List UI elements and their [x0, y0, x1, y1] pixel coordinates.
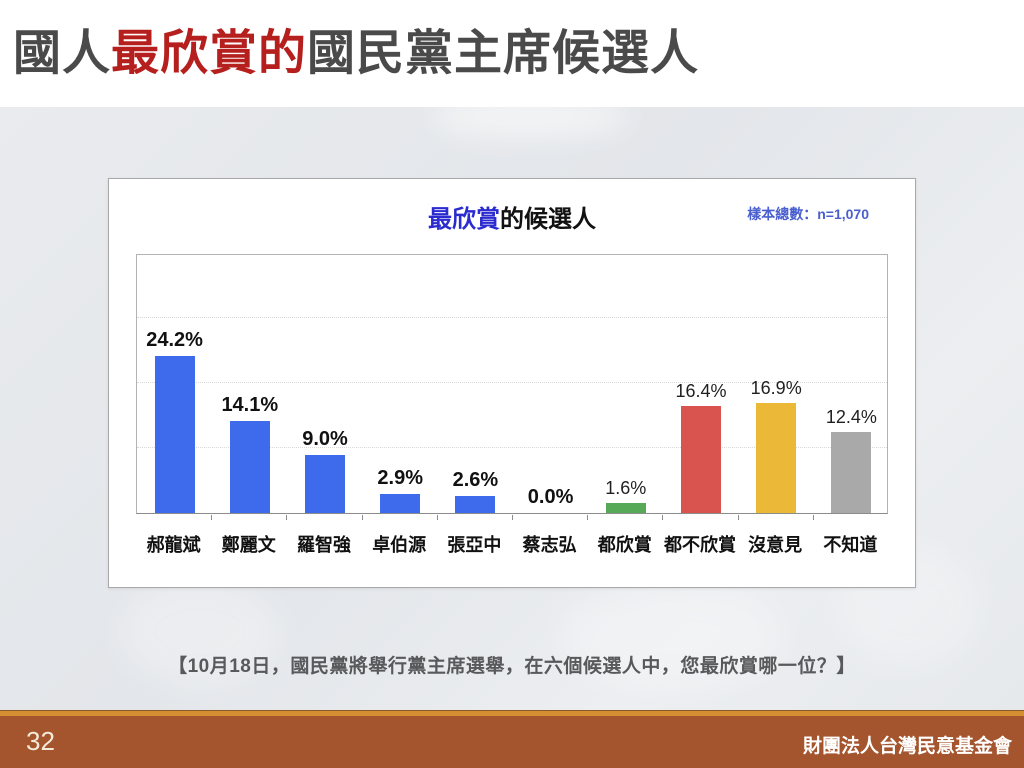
x-axis-tick	[286, 515, 288, 520]
category-label-鄭麗文: 鄭麗文	[221, 535, 276, 555]
slide-footer: 32 財團法人台灣民意基金會	[0, 710, 1024, 768]
bar-不知道	[831, 432, 872, 513]
x-axis-tick	[662, 515, 664, 520]
category-label-張亞中: 張亞中	[447, 535, 502, 555]
category-label-沒意見: 沒意見	[748, 535, 803, 555]
category-label-卓伯源: 卓伯源	[372, 535, 427, 555]
value-label-羅智強: 9.0%	[302, 427, 348, 450]
page-number: 32	[26, 726, 55, 756]
value-label-鄭麗文: 14.1%	[221, 394, 279, 417]
slide-body: 最欣賞的候選人 樣本總數：n=1,070 24.2% 14.1% 9.0% 2.9% 2…	[0, 107, 1024, 710]
chart-title-rest: 的候選人	[500, 206, 596, 233]
value-label-張亞中: 2.6%	[452, 469, 499, 492]
bar-羅智強	[305, 454, 345, 513]
x-axis-tick	[361, 515, 363, 520]
category-label-不知道: 不知道	[823, 535, 878, 555]
category-label-蔡志弘: 蔡志弘	[522, 535, 577, 555]
value-label-都欣賞: 1.6%	[605, 477, 647, 498]
bar-張亞中	[455, 496, 496, 513]
x-axis-category-labels: 郝龍斌 鄭麗文 羅智強 卓伯源 張亞中 蔡志弘 都欣賞 都不欣賞 沒意見 不知道	[136, 531, 888, 555]
category-label-郝龍斌: 郝龍斌	[146, 535, 201, 555]
category-label-羅智強: 羅智強	[297, 535, 351, 555]
x-axis-tick	[587, 515, 589, 520]
page-title-suffix: 國民黨主席候選人	[307, 26, 700, 80]
chart-title-highlight: 最欣賞	[428, 206, 500, 233]
category-label-都欣賞: 都欣賞	[597, 535, 652, 555]
organization-name: 財團法人台灣民意基金會	[802, 736, 1012, 757]
sample-size-note: 樣本總數：n=1,070	[747, 206, 869, 222]
value-label-卓伯源: 2.9%	[377, 467, 423, 490]
value-label-蔡志弘: 0.0%	[527, 486, 574, 508]
bar-都不欣賞	[681, 406, 721, 513]
background-watermark	[120, 577, 280, 687]
page-title-highlight: 最欣賞的	[111, 26, 308, 80]
gridline-30-percent	[137, 317, 887, 318]
x-axis-tick	[812, 515, 814, 520]
bar-chart-plot-area: 24.2% 14.1% 9.0% 2.9% 2.6% 0.0% 1.6% 16.4% 16.9%…	[136, 254, 888, 514]
bar-沒意見	[756, 403, 797, 513]
value-label-都不欣賞: 16.4%	[675, 381, 727, 402]
slide-header: 國人最欣賞的國民黨主席候選人	[0, 0, 1024, 107]
bar-鄭麗文	[229, 421, 270, 513]
x-axis-tick	[211, 515, 213, 520]
value-label-不知道: 12.4%	[825, 407, 877, 428]
bar-都欣賞	[605, 502, 646, 513]
footer-accent-strip	[0, 710, 1024, 716]
x-axis-tick	[737, 515, 739, 520]
x-axis-tick	[436, 515, 438, 520]
value-label-沒意見: 16.9%	[750, 378, 802, 399]
background-watermark	[430, 107, 630, 137]
value-label-郝龍斌: 24.2%	[146, 328, 203, 351]
bar-郝龍斌	[154, 355, 195, 513]
chart-title: 最欣賞的候選人	[109, 199, 915, 234]
page-title-prefix: 國人	[13, 26, 112, 80]
gridline-10-percent	[137, 447, 887, 448]
survey-question-caption: 【10月18日，國民黨將舉行黨主席選舉，在六個候選人中，您最欣賞哪一位？】	[168, 656, 856, 677]
x-axis-tick	[512, 515, 513, 520]
chart-panel: 最欣賞的候選人 樣本總數：n=1,070 24.2% 14.1% 9.0% 2.9% 2…	[108, 178, 916, 588]
background-watermark	[560, 587, 780, 687]
gridline-20-percent	[137, 382, 887, 383]
page-title: 國人最欣賞的國民黨主席候選人	[13, 26, 700, 80]
category-label-都不欣賞: 都不欣賞	[664, 535, 736, 555]
bar-卓伯源	[380, 494, 421, 513]
